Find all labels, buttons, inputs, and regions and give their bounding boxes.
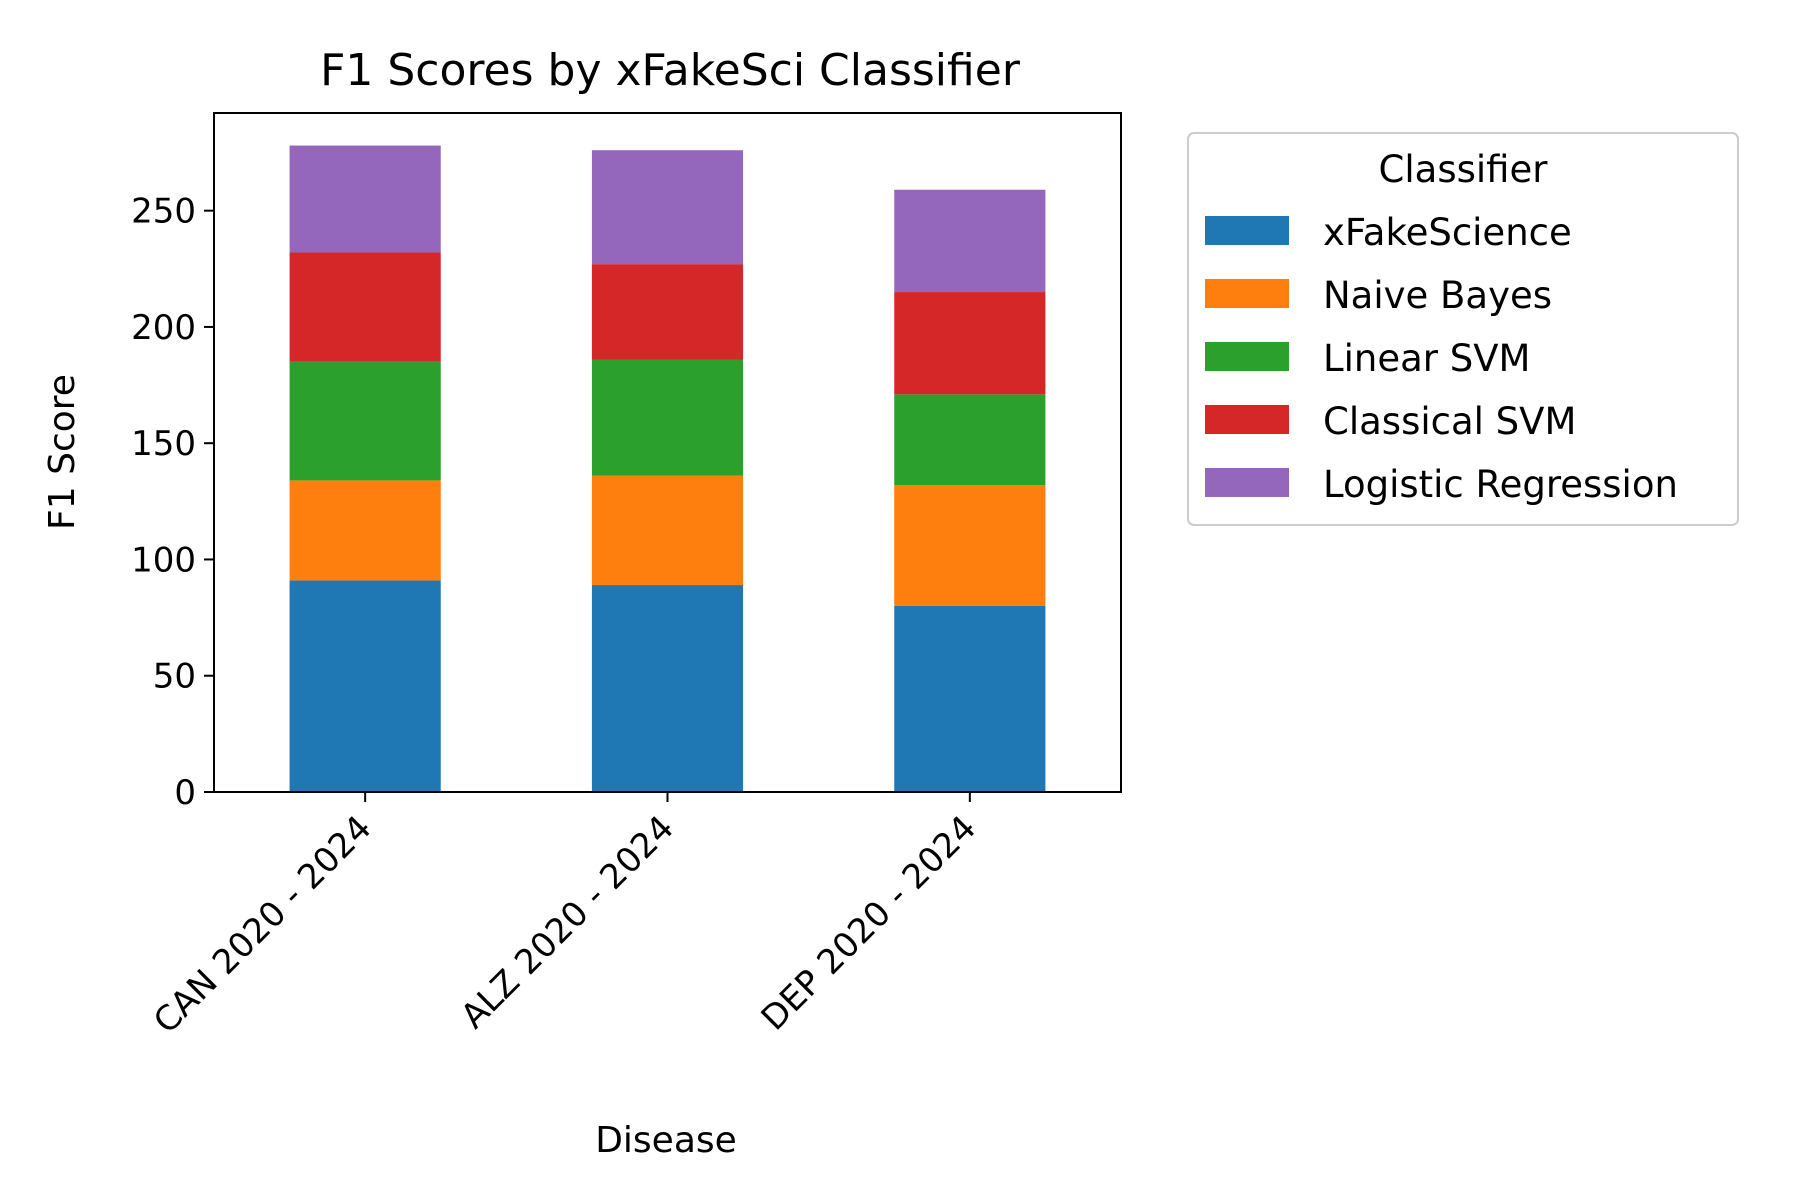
chart-title: F1 Scores by xFakeSci Classifier [320, 45, 1021, 96]
bar-segment [591, 585, 744, 792]
legend-label: Naive Bayes [1323, 274, 1552, 317]
bar-segment [289, 361, 441, 481]
x-tick-label: CAN 2020 - 2024 [146, 808, 379, 1041]
y-axis: 0 50 100 150 200 250 [131, 192, 214, 813]
legend-label: Linear SVM [1323, 337, 1530, 380]
bar-segment [591, 359, 744, 476]
legend-label: Logistic Regression [1323, 463, 1678, 506]
bar-segment [289, 580, 441, 792]
x-tick-label: ALZ 2020 - 2024 [453, 808, 682, 1037]
x-axis: CAN 2020 - 2024 ALZ 2020 - 2024 DEP 2020 -… [146, 792, 984, 1042]
bar-segment [894, 394, 1046, 486]
bar-segment [894, 292, 1046, 395]
bars-layer [289, 145, 1046, 792]
legend-swatch [1205, 342, 1289, 371]
legend-label: xFakeScience [1323, 211, 1572, 254]
legend: Classifier xFakeScience Naive Bayes Linear… [1187, 132, 1739, 526]
y-tick-label: 50 [153, 657, 196, 697]
legend-frame [1187, 132, 1739, 526]
bar-segment [894, 485, 1046, 606]
y-axis-label: F1 Score [42, 374, 83, 530]
legend-swatch [1205, 405, 1289, 434]
y-tick-label: 100 [131, 540, 196, 580]
bar-segment [591, 264, 744, 360]
bar-segment [591, 475, 744, 586]
bar-segment [289, 145, 441, 253]
y-tick-label: 0 [174, 773, 196, 813]
legend-label: Classical SVM [1323, 400, 1576, 443]
y-tick-label: 250 [131, 192, 196, 232]
legend-swatch [1205, 279, 1289, 308]
bar-segment [289, 252, 441, 362]
legend-title: Classifier [1379, 148, 1549, 191]
legend-swatch [1205, 216, 1289, 245]
bar-segment [894, 189, 1046, 293]
y-tick-label: 150 [131, 424, 196, 464]
y-tick-label: 200 [131, 308, 196, 348]
x-axis-label: Disease [595, 1120, 737, 1161]
legend-swatch [1205, 468, 1289, 497]
bar-segment [289, 480, 441, 581]
x-tick-label: DEP 2020 - 2024 [754, 808, 984, 1038]
bar-segment [591, 150, 744, 265]
bar-segment [894, 605, 1046, 792]
legend-items: xFakeScience Naive Bayes Linear SVM Classic… [1205, 211, 1678, 506]
